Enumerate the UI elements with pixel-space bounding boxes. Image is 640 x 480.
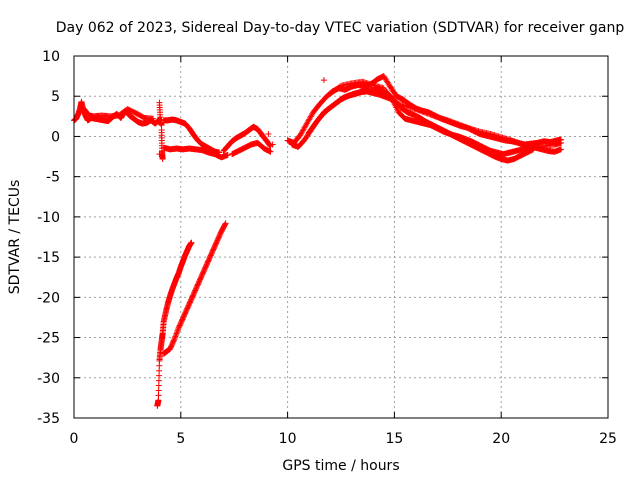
afternoon-hump-4-point	[428, 112, 435, 119]
afternoon-hump-4-point	[463, 124, 470, 131]
afternoon-hump-4-point	[418, 108, 425, 115]
chart-title: Day 062 of 2023, Sidereal Day-to-day VTE…	[56, 20, 625, 36]
afternoon-hump-4-point	[447, 118, 454, 125]
afternoon-hump-4-point	[460, 123, 467, 130]
y-tick-label: 5	[51, 89, 60, 105]
afternoon-hump-4-point	[558, 139, 565, 146]
isolated-points-point	[265, 131, 272, 138]
descending-arc-A-point	[188, 239, 195, 246]
afternoon-hump-4-point	[456, 121, 463, 128]
afternoon-hump-4-point	[464, 124, 471, 131]
descending-arc-B-point	[172, 333, 179, 340]
scattered-around-4h-point	[159, 155, 166, 162]
descending-arc-B-point	[222, 221, 229, 228]
x-axis-label: GPS time / hours	[282, 458, 399, 474]
afternoon-hump-4-point	[510, 137, 517, 144]
descending-arc-B-point	[170, 337, 177, 344]
plot-frame	[73, 55, 609, 419]
afternoon-hump-4-point	[448, 118, 455, 125]
afternoon-hump-4-point	[512, 138, 519, 145]
isolated-points-point	[269, 141, 276, 148]
x-tick-label: 0	[70, 431, 79, 447]
x-tick-label: 15	[385, 431, 403, 447]
x-tick-label: 25	[599, 431, 617, 447]
descending-arc-B-point	[171, 336, 178, 343]
descending-arc-B-point	[171, 334, 178, 341]
afternoon-hump-4-point	[511, 138, 518, 145]
afternoon-hump-4-point	[446, 117, 453, 124]
y-tick-label: -25	[37, 331, 60, 347]
afternoon-hump-4-point	[336, 83, 343, 90]
afternoon-hump-4-point	[415, 107, 422, 114]
afternoon-hump-4-point	[515, 139, 522, 146]
afternoon-hump-2-point	[558, 146, 565, 153]
afternoon-hump-4-point	[451, 119, 458, 126]
afternoon-hump-4-point	[454, 120, 461, 127]
late-morning-cluster-point	[266, 142, 273, 149]
y-tick-label: -35	[37, 411, 60, 427]
track-4-7-lower-point	[224, 151, 231, 158]
afternoon-hump-4-point	[422, 109, 429, 116]
afternoon-hump-4-point	[432, 113, 439, 120]
y-tick-label: -10	[37, 210, 60, 226]
y-axis-label: SDTVAR / TECUs	[7, 180, 23, 295]
x-tick-label: 10	[279, 431, 297, 447]
y-tick-label: -30	[37, 371, 60, 387]
x-tick-label: 20	[492, 431, 510, 447]
afternoon-hump-4-point	[416, 107, 423, 114]
afternoon-hump-4-point	[452, 120, 459, 127]
afternoon-hump-4-point	[412, 106, 419, 113]
descending-arc-B-point	[222, 220, 229, 227]
x-tick-label: 5	[176, 431, 185, 447]
y-tick-label: -5	[46, 170, 60, 186]
descending-arc-B-point	[175, 326, 182, 333]
scattered-around-4h-point	[156, 151, 163, 158]
y-tick-label: -20	[37, 290, 60, 306]
isolated-points-point	[320, 77, 327, 84]
afternoon-hump-4-point	[414, 106, 421, 113]
afternoon-hump-4-point	[455, 121, 462, 128]
afternoon-hump-4-point	[419, 108, 426, 115]
afternoon-hump-4-point	[462, 123, 469, 130]
axis-ticks	[73, 55, 609, 419]
afternoon-hump-4-point	[427, 111, 434, 118]
afternoon-hump-4-point	[458, 122, 465, 129]
y-tick-label: 10	[42, 49, 60, 65]
descending-arc-B-point	[173, 330, 180, 337]
early-segment-upper-point	[150, 115, 157, 122]
afternoon-hump-4-point	[431, 113, 438, 120]
afternoon-hump-4-point	[508, 137, 515, 144]
afternoon-hump-4-point	[424, 110, 431, 117]
afternoon-hump-4-point	[430, 112, 437, 119]
grid-lines	[74, 56, 608, 418]
afternoon-hump-4-point	[420, 109, 427, 116]
y-tick-label: 0	[51, 129, 60, 145]
descending-arc-B-point	[174, 327, 181, 334]
data-points	[71, 73, 565, 409]
afternoon-hump-4-point	[423, 110, 430, 117]
afternoon-hump-4-point	[516, 140, 523, 147]
afternoon-hump-4-point	[426, 111, 433, 118]
afternoon-hump-4-point	[514, 139, 521, 146]
afternoon-hump-4-point	[450, 119, 457, 126]
afternoon-hump-4-point	[459, 122, 466, 129]
descending-arc-B-point	[172, 331, 179, 338]
descending-arc-B-point	[174, 329, 181, 336]
y-tick-label: -15	[37, 250, 60, 266]
afternoon-hump-4-point	[444, 117, 451, 124]
late-morning-lower-point	[267, 148, 274, 155]
afternoon-hump-4-point	[518, 140, 525, 147]
tick-labels: 0 5 10 15 20 25 -35 -30 -25 -20 -15 -10 -5 0 5 10	[37, 49, 617, 447]
